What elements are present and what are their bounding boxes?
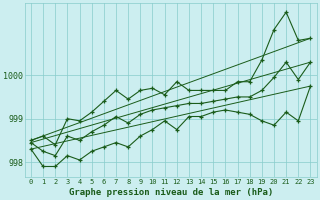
X-axis label: Graphe pression niveau de la mer (hPa): Graphe pression niveau de la mer (hPa) xyxy=(68,188,273,197)
